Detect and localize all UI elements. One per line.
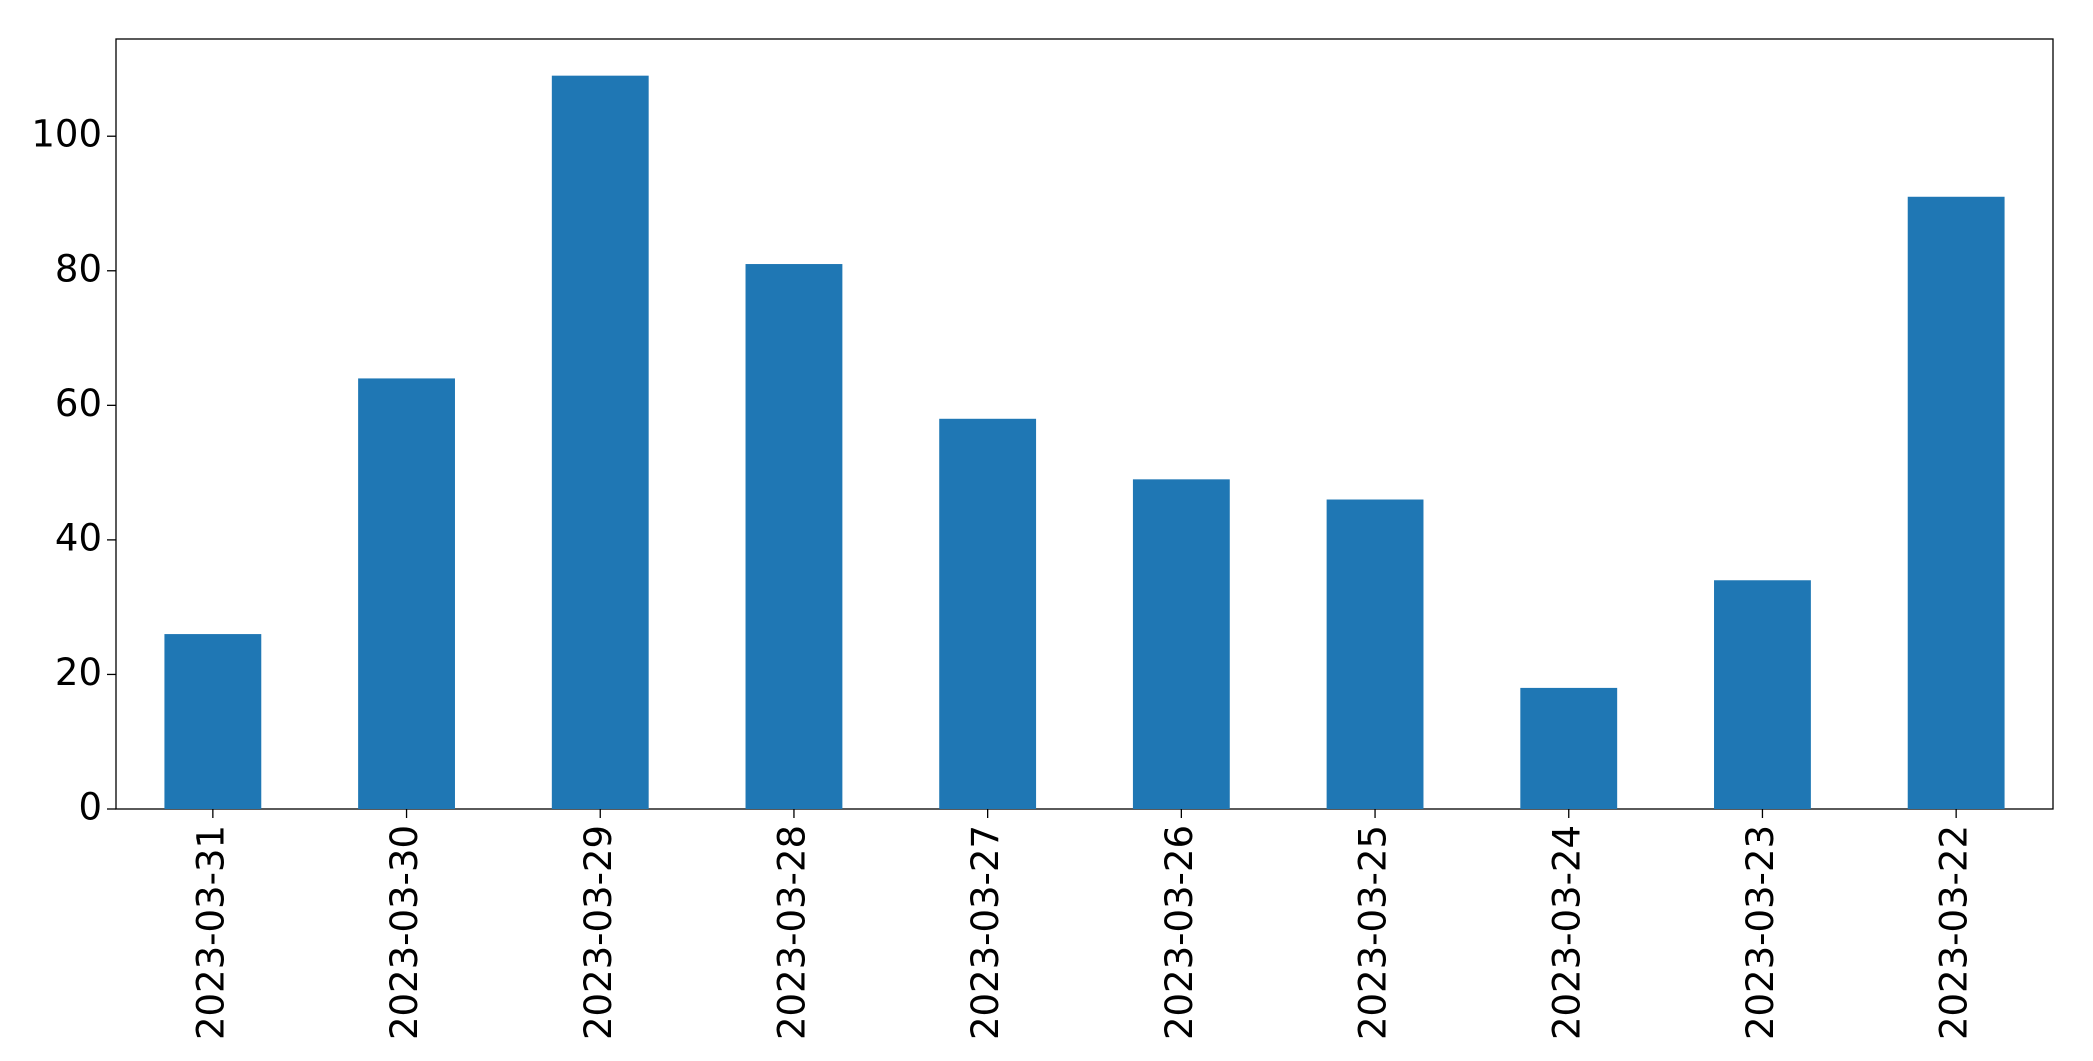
bar bbox=[745, 264, 843, 809]
x-tick-label: 2023-03-22 bbox=[1933, 825, 1976, 1040]
x-tick-label: 2023-03-27 bbox=[964, 825, 1007, 1040]
bar bbox=[1132, 479, 1230, 809]
x-tick-label: 2023-03-30 bbox=[383, 825, 426, 1040]
x-tick-label: 2023-03-31 bbox=[189, 825, 232, 1040]
x-tick-label: 2023-03-24 bbox=[1545, 825, 1588, 1040]
x-tick-label: 2023-03-23 bbox=[1739, 825, 1782, 1040]
x-tick-label: 2023-03-29 bbox=[577, 825, 620, 1040]
bar bbox=[164, 634, 262, 809]
bar bbox=[551, 75, 649, 809]
y-tick-label: 40 bbox=[55, 516, 102, 559]
bar bbox=[1520, 687, 1618, 809]
y-tick-label: 20 bbox=[55, 651, 102, 694]
x-tick-label: 2023-03-26 bbox=[1158, 825, 1201, 1040]
x-tick-label: 2023-03-28 bbox=[770, 825, 813, 1040]
x-tick-label: 2023-03-25 bbox=[1352, 825, 1395, 1040]
bar bbox=[1907, 196, 2005, 809]
plot-frame bbox=[115, 38, 2054, 810]
bar bbox=[939, 418, 1037, 809]
y-tick-label: 60 bbox=[55, 382, 102, 425]
y-tick-label: 80 bbox=[55, 247, 102, 290]
y-tick-label: 100 bbox=[31, 113, 102, 156]
bar bbox=[1326, 499, 1424, 809]
y-tick-label: 0 bbox=[78, 786, 102, 829]
bar bbox=[1714, 580, 1811, 809]
bar bbox=[358, 378, 455, 809]
